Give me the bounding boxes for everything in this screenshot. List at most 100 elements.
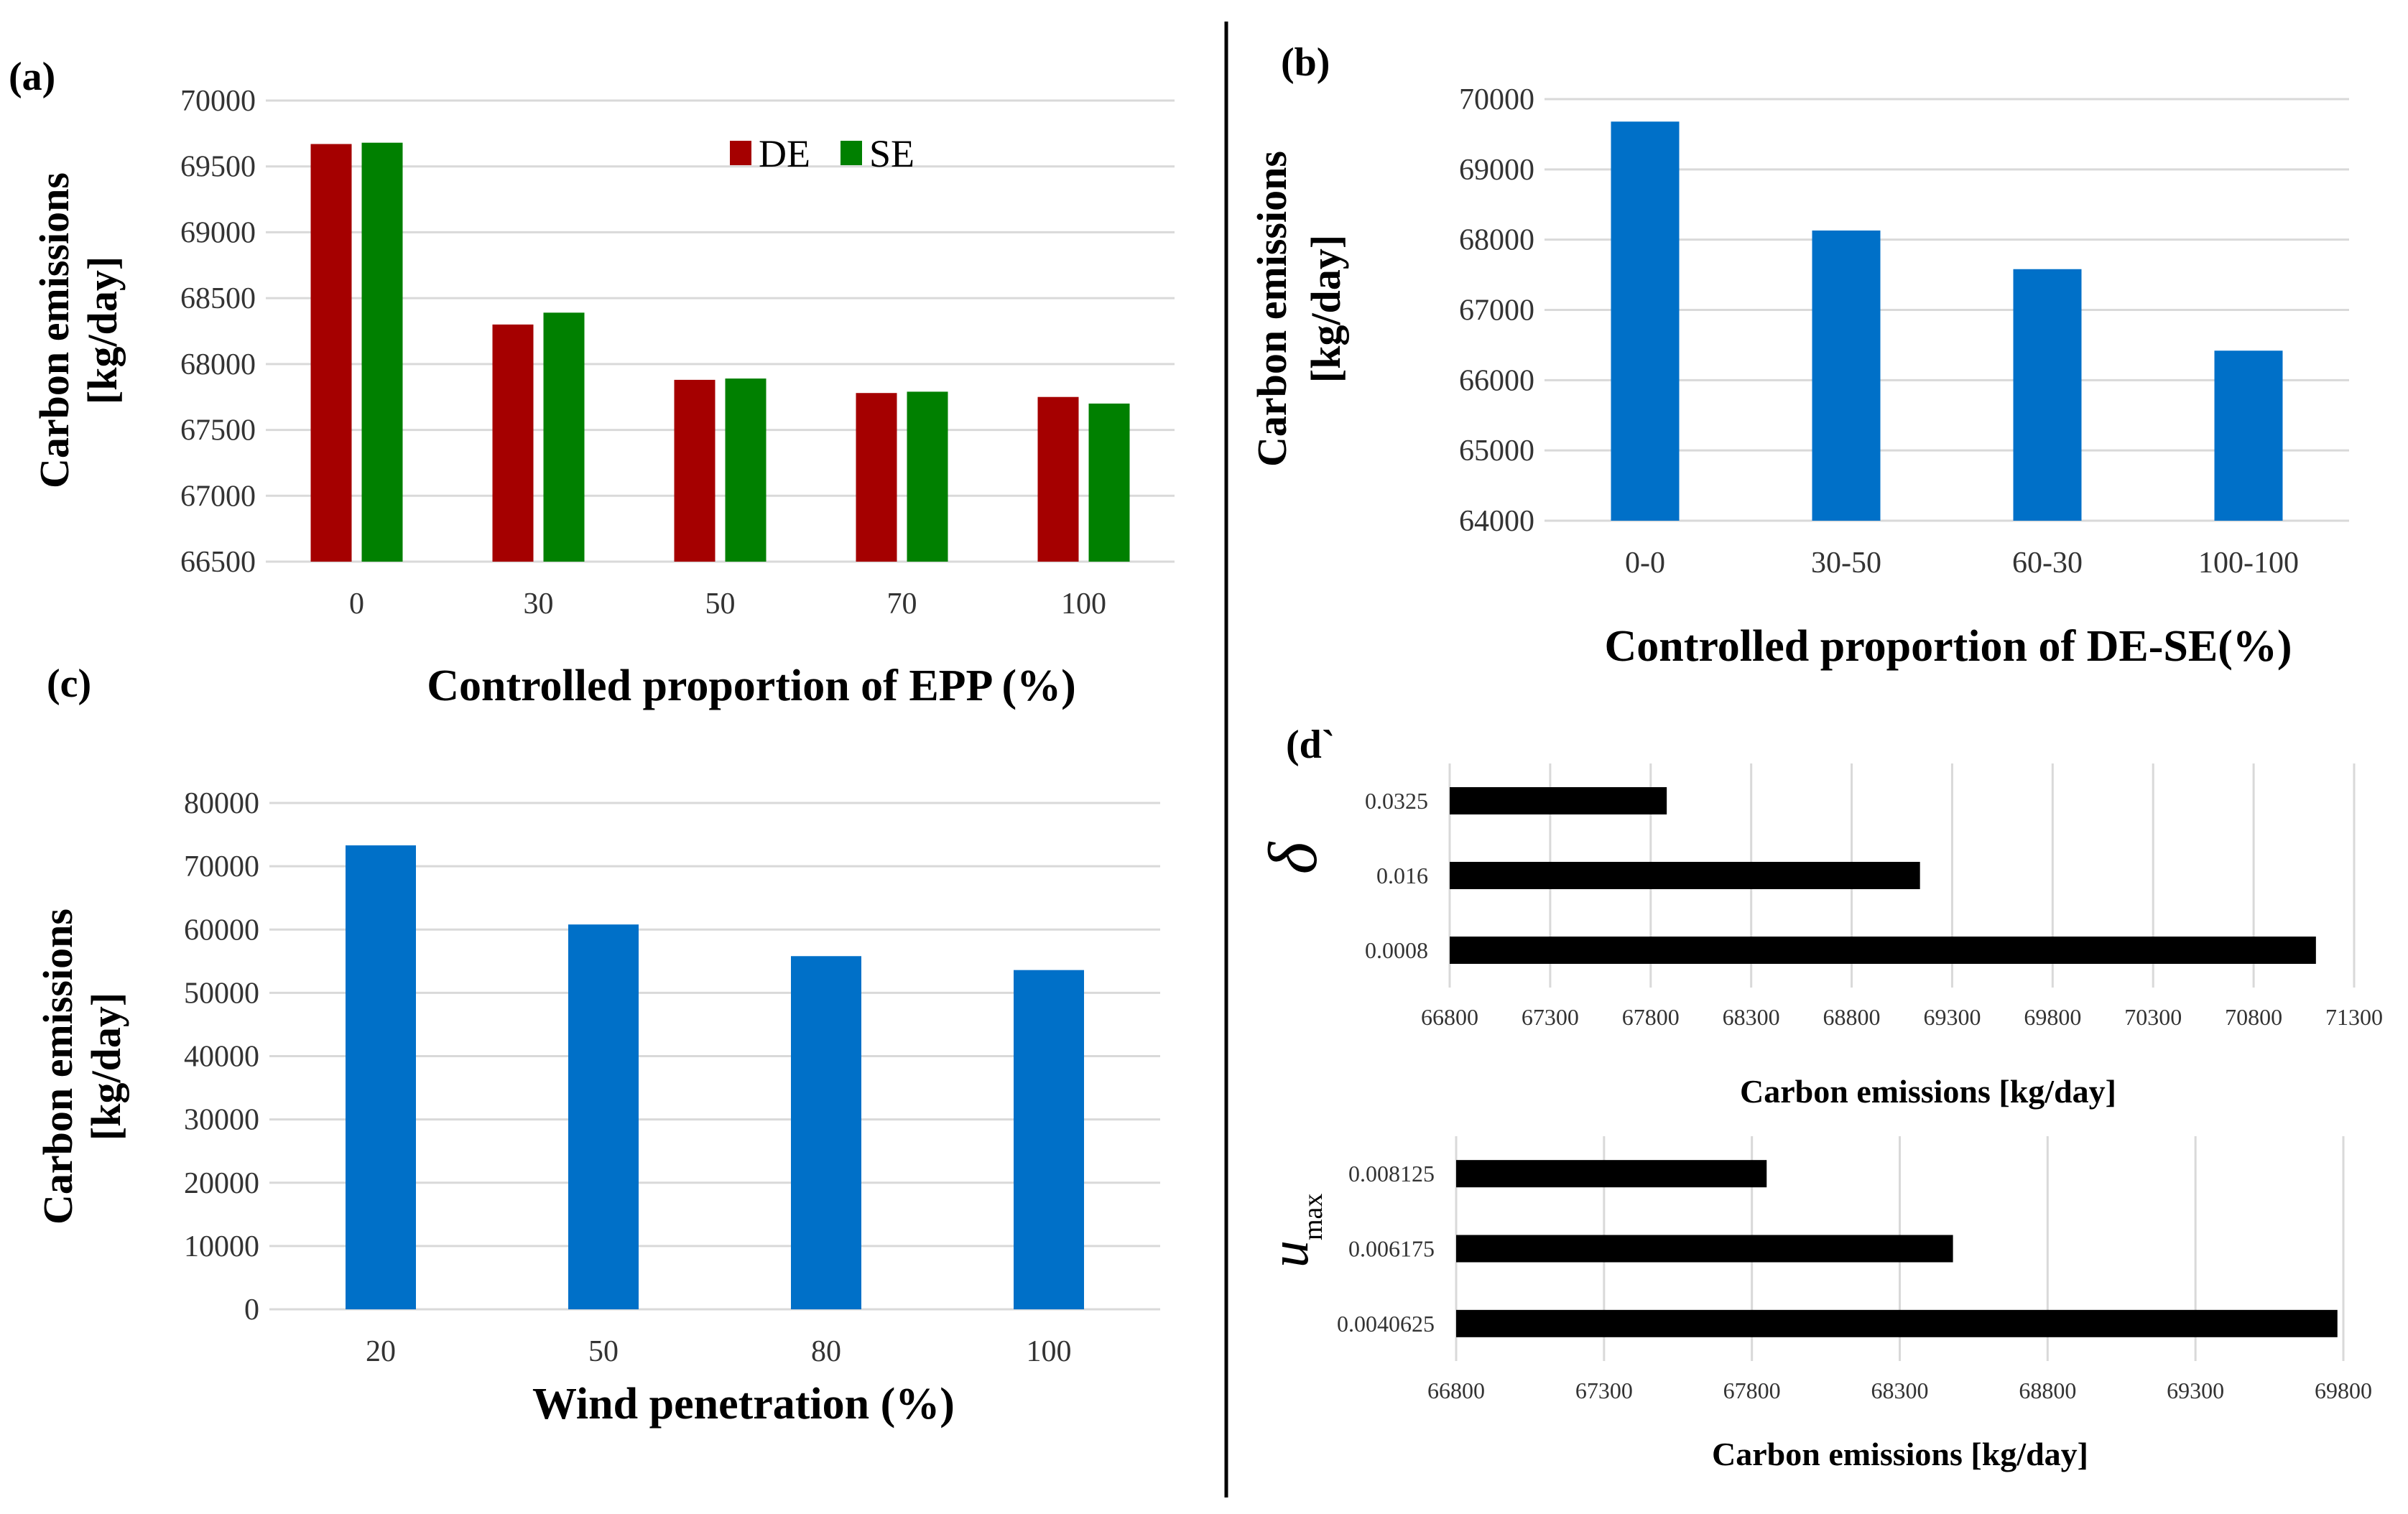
- bar: [1037, 396, 1079, 562]
- x-tick-label: 60-30: [2012, 547, 2083, 580]
- y-tick-label: 65000: [1459, 435, 1534, 468]
- bar: [361, 142, 403, 562]
- x-tick-label: 66800: [1421, 1004, 1478, 1030]
- bar: [725, 378, 767, 562]
- y-tick-label: 40000: [184, 1041, 259, 1074]
- bar: [791, 956, 861, 1309]
- y-tick-label: 66000: [1459, 364, 1534, 397]
- y-tick-label: 50000: [184, 977, 259, 1010]
- y-tick-label: 0.0040625: [1337, 1311, 1435, 1337]
- bar: [1088, 403, 1130, 562]
- bar: [1456, 1309, 2338, 1337]
- y-tick-label: 69000: [180, 216, 256, 249]
- ylabel-c-line1: Carbon emissions: [34, 909, 81, 1225]
- x-tick-label: 20: [366, 1335, 396, 1368]
- x-tick-label: 100: [1027, 1335, 1072, 1368]
- y-tick-label: 67500: [180, 414, 256, 447]
- y-tick-label: 0.006175: [1348, 1236, 1435, 1262]
- x-tick-label: 67800: [1723, 1378, 1781, 1403]
- ylabel-a-line2: [kg/day]: [79, 256, 126, 404]
- ylabel-b-line1: Carbon emissions: [1249, 151, 1295, 467]
- ylabel-c-line2: [kg/day]: [83, 993, 129, 1141]
- y-tick-label: 70000: [1459, 83, 1534, 116]
- delta-symbol: δ: [1254, 841, 1331, 874]
- y-tick-label: 0: [244, 1294, 259, 1327]
- panel-label-b: (b): [1281, 40, 1330, 85]
- x-tick-label: 50: [588, 1335, 619, 1368]
- plot-d2: 66800 67300 67800 68300 68800 69300 69800 0.008…: [1337, 1136, 2372, 1403]
- x-tick-label: 67300: [1575, 1378, 1633, 1403]
- y-tick-label: 69500: [180, 151, 256, 184]
- plot-c: 0 10000 20000 30000 40000 50000 60000 70000 8000…: [184, 787, 1160, 1368]
- y-tick-label: 67000: [1459, 294, 1534, 328]
- umax-symbol-sub: max: [1298, 1194, 1328, 1240]
- y-tick-label: 68500: [180, 282, 256, 315]
- x-tick-label: 68300: [1871, 1378, 1929, 1403]
- bar: [2013, 269, 2082, 521]
- y-tick-label: 70000: [180, 85, 256, 118]
- bar: [568, 924, 639, 1309]
- y-tick-label: 66500: [180, 546, 256, 579]
- bar: [310, 144, 352, 562]
- bar: [2214, 350, 2283, 521]
- bar: [1014, 970, 1084, 1309]
- chart-d-umax: 66800 67300 67800 68300 68800 69300 69800 0.008…: [1259, 1136, 2372, 1472]
- x-tick-label: 68800: [2019, 1378, 2076, 1403]
- legend-label-de: DE: [759, 132, 810, 175]
- chart-b: (b) 64000 65000 66000 67000 68000 69000 70000 0…: [1249, 40, 2349, 671]
- legend-label-se: SE: [869, 132, 914, 175]
- y-tick-label: 30000: [184, 1104, 259, 1137]
- y-tick-label: 60000: [184, 914, 259, 947]
- bar: [907, 391, 948, 562]
- bar: [674, 379, 716, 562]
- y-tick-label: 10000: [184, 1230, 259, 1263]
- y-tick-label: 67000: [180, 480, 256, 513]
- x-tick-label: 100-100: [2198, 547, 2299, 580]
- xlabel-a: Controlled proportion of EPP (%): [427, 661, 1076, 710]
- bar: [1456, 1160, 1767, 1188]
- x-tick-label: 80: [811, 1335, 841, 1368]
- chart-a: (a) 66500 67000 67500 68000 68500 69000 69500 7…: [9, 55, 1175, 710]
- y-tick-label: 70000: [184, 850, 259, 883]
- x-tick-label: 71300: [2325, 1004, 2383, 1030]
- xlabel-d2: Carbon emissions [kg/day]: [1712, 1436, 2088, 1472]
- y-tick-label: 68000: [180, 348, 256, 381]
- bar: [856, 393, 897, 562]
- x-tick-label: 68800: [1823, 1004, 1881, 1030]
- y-tick-label: 69000: [1459, 154, 1534, 187]
- x-tick-label: 70: [887, 588, 917, 621]
- plot-b: 64000 65000 66000 67000 68000 69000 70000 0-0 30…: [1459, 83, 2349, 580]
- xlabel-b: Controlled proportion of DE-SE(%): [1604, 622, 2292, 671]
- x-tick-label: 70800: [2225, 1004, 2282, 1030]
- plot-a: 66500 67000 67500 68000 68500 69000 69500 70000…: [180, 85, 1175, 621]
- bar: [346, 845, 416, 1309]
- y-tick-label: 68000: [1459, 224, 1534, 257]
- x-tick-label: 50: [705, 588, 736, 621]
- panel-label-a: (a): [9, 55, 55, 99]
- x-tick-label: 67800: [1622, 1004, 1680, 1030]
- x-tick-label: 30: [524, 588, 554, 621]
- y-tick-label: 0.016: [1376, 863, 1428, 888]
- ylabel-a-line1: Carbon emissions: [31, 172, 78, 488]
- umax-symbol-u: u: [1259, 1240, 1320, 1268]
- x-tick-label: 69800: [2024, 1004, 2081, 1030]
- chart-c: (c) 0 10000 20000 30000 40000 50000 60000 70000…: [34, 661, 1160, 1429]
- bar: [543, 312, 585, 562]
- y-tick-label: 0.008125: [1348, 1161, 1435, 1186]
- x-tick-label: 70300: [2124, 1004, 2182, 1030]
- x-tick-label: 66800: [1427, 1378, 1485, 1403]
- x-tick-label: 67300: [1522, 1004, 1579, 1030]
- x-tick-label: 100: [1061, 588, 1106, 621]
- x-tick-label: 69300: [1923, 1004, 1981, 1030]
- y-tick-label: 0.0325: [1365, 788, 1428, 814]
- legend-swatch-se: [841, 141, 862, 165]
- bar: [1812, 230, 1881, 521]
- panel-label-c: (c): [47, 661, 91, 706]
- bar: [492, 324, 534, 562]
- x-tick-label: 68300: [1723, 1004, 1780, 1030]
- x-tick-label: 30-50: [1811, 547, 1881, 580]
- x-tick-label: 69800: [2315, 1378, 2372, 1403]
- chart-d-delta: (d` 66800 67300 67800 68300 68800 69300 69800 7…: [1254, 723, 2383, 1110]
- panel-label-d: (d`: [1286, 723, 1335, 767]
- x-tick-label: 0-0: [1625, 547, 1665, 580]
